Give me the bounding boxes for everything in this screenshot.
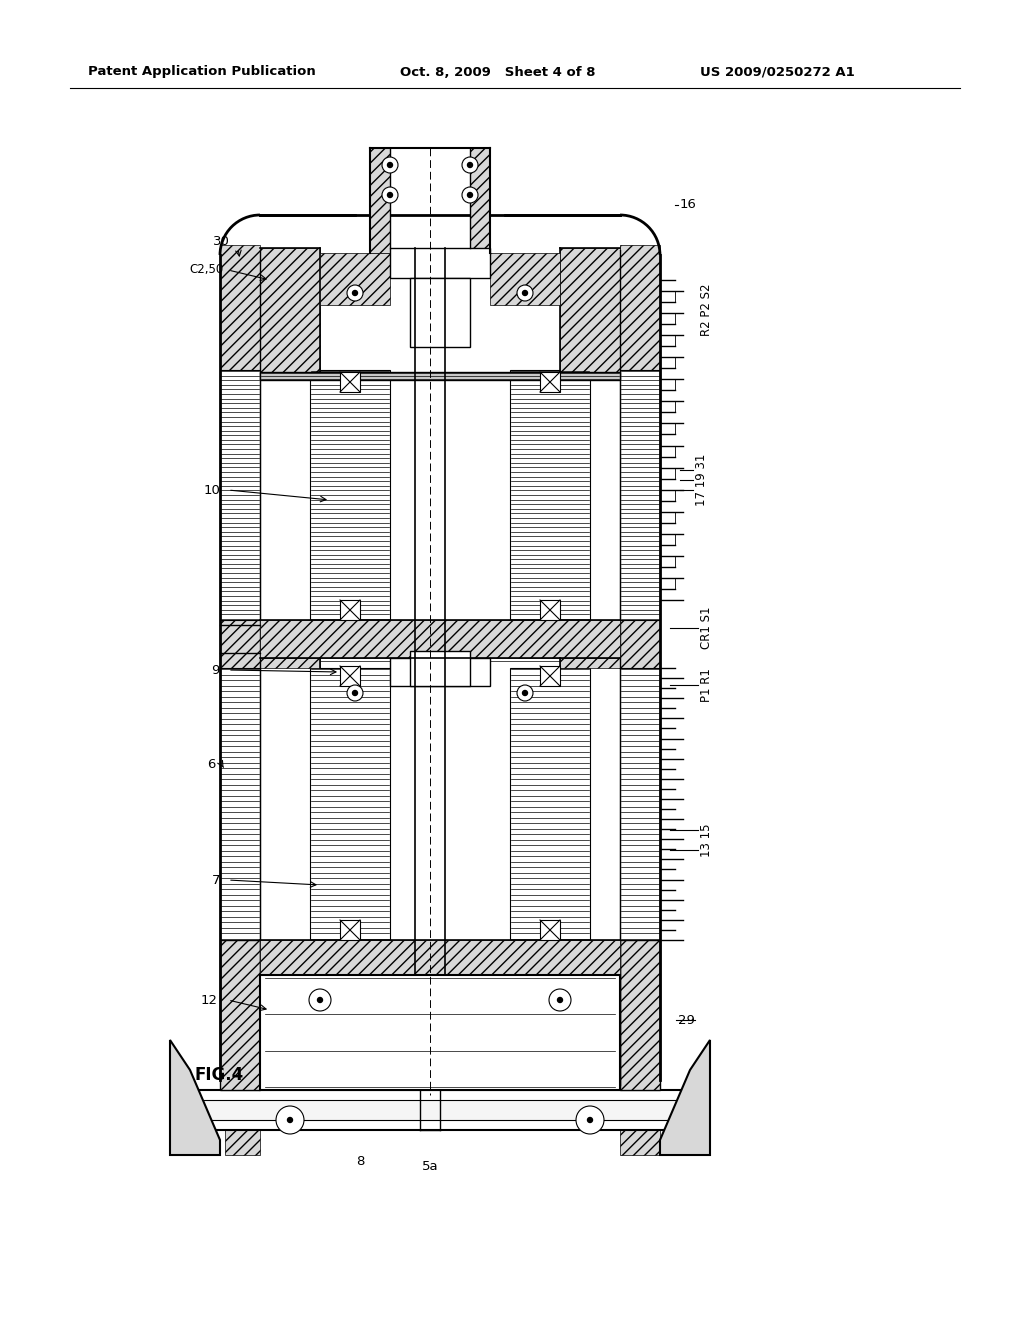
Circle shape	[462, 187, 478, 203]
Bar	[260, 372, 620, 380]
Text: 9: 9	[212, 664, 220, 676]
Bar	[225, 875, 260, 1155]
Bar	[540, 667, 560, 686]
Text: Patent Application Publication: Patent Application Publication	[88, 66, 315, 78]
Circle shape	[387, 193, 392, 198]
Text: R2 P2 S2: R2 P2 S2	[700, 284, 713, 337]
Bar	[470, 148, 490, 253]
Bar	[390, 248, 490, 279]
Circle shape	[557, 998, 562, 1002]
Bar	[260, 940, 620, 975]
Circle shape	[382, 157, 398, 173]
Bar	[220, 370, 260, 620]
Bar	[220, 595, 260, 875]
Circle shape	[522, 290, 527, 296]
Polygon shape	[620, 940, 660, 1090]
Bar	[560, 657, 620, 668]
Bar	[220, 668, 260, 940]
Bar	[540, 601, 560, 620]
Text: 10: 10	[203, 483, 220, 496]
Text: 7: 7	[212, 874, 220, 887]
Bar	[390, 657, 490, 686]
Text: 5a: 5a	[422, 1160, 438, 1173]
Bar	[620, 246, 660, 595]
Bar	[370, 148, 390, 253]
Bar	[220, 246, 260, 595]
Circle shape	[309, 989, 331, 1011]
Text: FIG.4: FIG.4	[195, 1067, 245, 1084]
Bar	[190, 1090, 690, 1130]
Text: C2,50: C2,50	[189, 264, 224, 276]
Text: 17 19 31: 17 19 31	[695, 454, 708, 506]
Bar	[490, 253, 560, 305]
Polygon shape	[220, 940, 260, 1090]
Bar	[510, 668, 590, 940]
Bar	[340, 667, 360, 686]
Circle shape	[387, 162, 392, 168]
Text: 6: 6	[207, 759, 215, 771]
Circle shape	[522, 690, 527, 696]
Bar	[310, 370, 390, 620]
Circle shape	[347, 685, 362, 701]
Text: 30: 30	[213, 235, 230, 248]
Bar	[540, 920, 560, 940]
Circle shape	[352, 290, 357, 296]
Text: P1 R1: P1 R1	[700, 668, 713, 702]
Text: 29: 29	[678, 1014, 695, 1027]
Bar	[340, 372, 360, 392]
Circle shape	[276, 1106, 304, 1134]
Bar	[340, 920, 360, 940]
Text: 13 15: 13 15	[700, 824, 713, 857]
Circle shape	[462, 157, 478, 173]
Polygon shape	[660, 1040, 710, 1155]
Circle shape	[347, 285, 362, 301]
Circle shape	[588, 1118, 593, 1122]
Circle shape	[549, 989, 571, 1011]
Bar	[620, 668, 660, 940]
Circle shape	[575, 1106, 604, 1134]
Circle shape	[352, 690, 357, 696]
Bar	[260, 620, 620, 657]
Bar	[560, 248, 620, 372]
Circle shape	[382, 187, 398, 203]
Bar	[260, 975, 620, 1090]
Bar	[319, 253, 390, 305]
Bar	[410, 279, 470, 347]
Text: CR1 S1: CR1 S1	[700, 607, 713, 649]
Bar	[620, 370, 660, 620]
Bar	[260, 248, 319, 372]
Circle shape	[468, 162, 472, 168]
Text: 12: 12	[201, 994, 218, 1006]
Bar	[540, 372, 560, 392]
Bar	[620, 595, 660, 875]
Text: 8: 8	[355, 1155, 365, 1168]
Text: Oct. 8, 2009   Sheet 4 of 8: Oct. 8, 2009 Sheet 4 of 8	[400, 66, 596, 78]
Bar	[200, 1100, 680, 1119]
Bar	[510, 370, 590, 620]
Bar	[410, 651, 470, 686]
Circle shape	[317, 998, 323, 1002]
Circle shape	[468, 193, 472, 198]
Bar	[310, 668, 390, 940]
Text: 16: 16	[680, 198, 697, 211]
Text: US 2009/0250272 A1: US 2009/0250272 A1	[700, 66, 855, 78]
Bar	[620, 875, 660, 1155]
Bar	[260, 657, 319, 668]
Circle shape	[517, 685, 534, 701]
Circle shape	[517, 285, 534, 301]
Polygon shape	[170, 1040, 220, 1155]
Bar	[340, 601, 360, 620]
Circle shape	[288, 1118, 293, 1122]
